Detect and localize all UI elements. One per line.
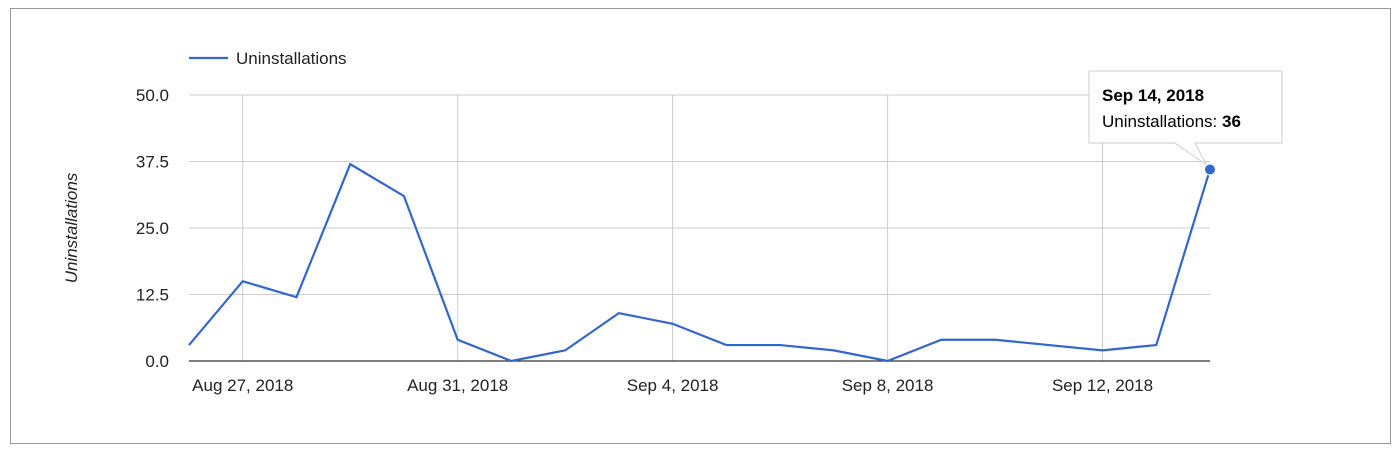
y-tick-label: 37.5 (136, 153, 169, 172)
tooltip-label: Uninstallations: (1102, 112, 1222, 131)
tooltip-box (1088, 70, 1283, 165)
series-points (1204, 163, 1216, 176)
legend[interactable]: Uninstallations (189, 49, 347, 68)
y-tick-label: 12.5 (136, 286, 169, 305)
x-tick-label: Sep 8, 2018 (842, 376, 934, 395)
y-tick-label: 50.0 (136, 86, 169, 105)
tooltip-value-line: Uninstallations: 36 (1102, 112, 1241, 131)
series-line-uninstallations[interactable] (188, 162, 1212, 363)
grid-lines (189, 94, 1210, 361)
y-axis-title: Uninstallations (62, 172, 81, 283)
y-tick-label: 25.0 (136, 219, 169, 238)
x-tick-label: Sep 4, 2018 (627, 376, 719, 395)
legend-label-uninstallations: Uninstallations (236, 49, 347, 68)
tooltip: Sep 14, 2018 Uninstallations: 36 (1088, 70, 1283, 165)
x-tick-label: Sep 12, 2018 (1052, 376, 1153, 395)
x-tick-label: Aug 27, 2018 (192, 376, 293, 395)
tooltip-title: Sep 14, 2018 (1102, 86, 1204, 105)
tooltip-value: 36 (1222, 112, 1241, 131)
x-axis-ticks: Aug 27, 2018 Aug 31, 2018 Sep 4, 2018 Sep 8… (192, 376, 1153, 395)
data-point-highlighted[interactable] (1204, 163, 1216, 176)
y-tick-label: 0.0 (145, 352, 169, 371)
x-tick-label: Aug 31, 2018 (407, 376, 508, 395)
y-axis-ticks: 0.0 12.5 25.0 37.5 50.0 (136, 86, 169, 371)
